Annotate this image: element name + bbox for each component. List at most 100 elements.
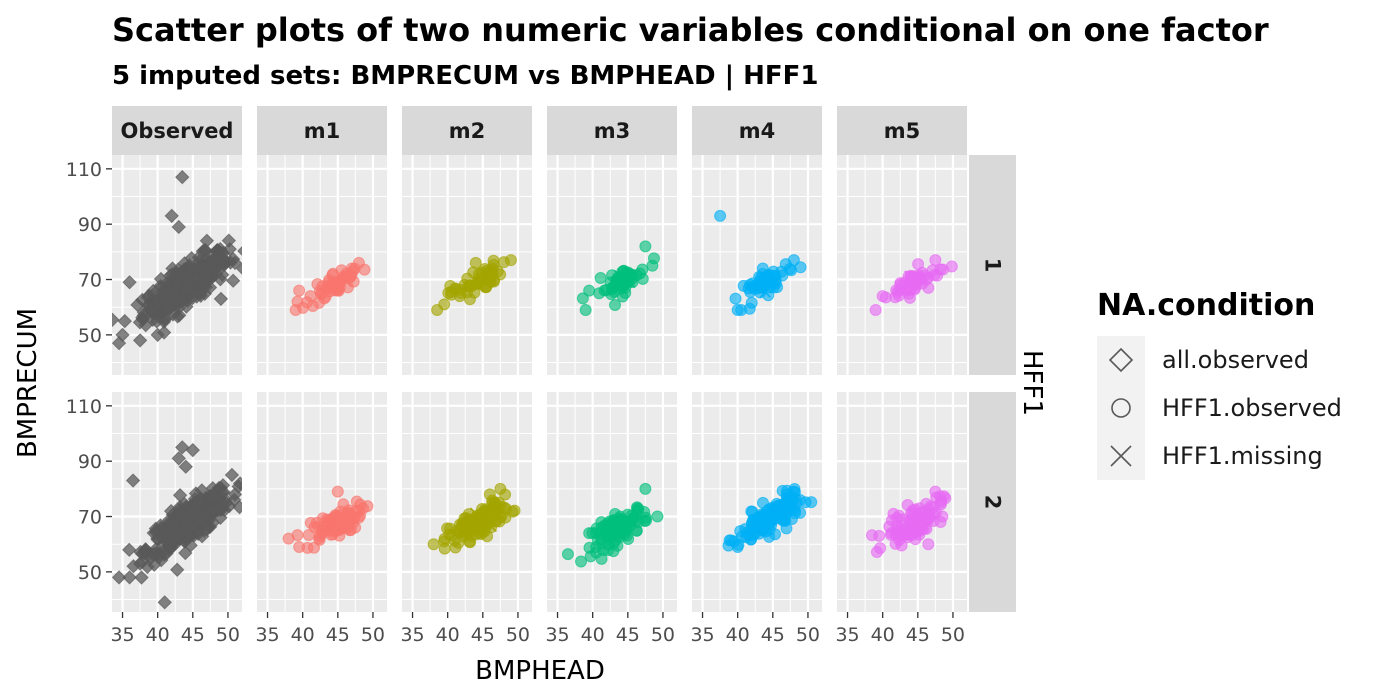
data-point	[714, 209, 727, 222]
data-point	[487, 254, 500, 267]
data-point	[438, 535, 451, 548]
data-point	[892, 289, 905, 302]
data-point	[227, 487, 242, 502]
data-point	[576, 292, 589, 305]
x-tick-label: 40	[871, 624, 895, 646]
y-tick-label: 70	[78, 270, 102, 292]
legend-title: NA.condition	[1097, 288, 1315, 323]
data-point	[331, 485, 344, 498]
data-point	[590, 540, 603, 553]
strip-background	[969, 392, 1016, 612]
x-tick-label: 50	[796, 624, 820, 646]
data-point	[175, 169, 190, 185]
axes: 50 70 90 110 50 70 90 110 35 40 45 50 35 40 45 50 35 40 45…	[66, 159, 965, 646]
data-point	[160, 301, 175, 317]
missing-point	[759, 286, 771, 298]
x-tick-label: 45	[616, 624, 640, 646]
facet-strip-m3: m3	[547, 106, 677, 155]
strip-label: m2	[449, 119, 486, 143]
data-point	[148, 525, 164, 540]
panel-observed-row-1	[112, 155, 242, 375]
data-point	[216, 251, 231, 266]
data-point	[187, 519, 202, 535]
data-point	[164, 208, 179, 224]
data-point	[934, 263, 947, 276]
strip-background	[969, 155, 1016, 375]
data-point	[579, 303, 592, 316]
data-point	[639, 240, 652, 253]
data-point	[504, 254, 517, 267]
facet-row-title: HFF1	[1017, 350, 1047, 416]
x-tick-label: 35	[835, 624, 859, 646]
missing-point	[754, 278, 767, 290]
data-point	[602, 544, 615, 557]
panel-m2-row-2	[402, 392, 532, 612]
panel-m5-row-1	[837, 155, 967, 375]
strip-label: 1	[981, 258, 1005, 273]
data-point	[183, 262, 199, 277]
data-point	[199, 233, 215, 248]
x-tick-label: 35	[400, 624, 424, 646]
data-point	[136, 308, 151, 323]
data-point	[224, 467, 240, 483]
data-point	[636, 272, 649, 285]
x-tick-label: 40	[436, 624, 460, 646]
data-point	[150, 327, 165, 343]
data-point	[122, 542, 137, 558]
data-point	[112, 312, 120, 328]
facet-panels: Observed m1 m2 m3 m4 m5 1 2	[112, 106, 1016, 612]
data-point	[475, 266, 488, 279]
data-point	[189, 502, 204, 517]
data-point	[304, 516, 317, 529]
data-point	[225, 273, 241, 288]
data-point	[178, 514, 194, 529]
strip-label: m3	[594, 119, 631, 143]
data-point	[604, 276, 617, 289]
data-points	[561, 482, 664, 568]
x-tick-label: 40	[291, 624, 315, 646]
data-point	[787, 254, 800, 267]
panel-m1-row-1	[257, 155, 387, 375]
data-point	[631, 501, 644, 514]
x-tick-label: 35	[690, 624, 714, 646]
data-point	[651, 510, 664, 523]
data-point	[575, 555, 588, 568]
y-axis-title: BMPRECUM	[13, 308, 43, 458]
data-point	[130, 297, 145, 313]
data-point	[163, 517, 178, 532]
data-point	[469, 256, 482, 269]
strip-label: m4	[739, 119, 776, 143]
data-point	[143, 550, 158, 566]
x-tick-label: 45	[761, 624, 785, 646]
data-point	[293, 284, 306, 297]
data-point	[869, 303, 882, 316]
y-tick-label: 110	[66, 159, 102, 181]
facet-strip-m1: m1	[257, 106, 387, 155]
strip-label: m5	[884, 119, 921, 143]
data-point	[282, 532, 295, 545]
data-point	[745, 533, 758, 546]
data-point	[729, 292, 742, 305]
data-point	[178, 459, 193, 474]
data-point	[615, 282, 628, 295]
data-point	[213, 272, 228, 287]
missing-point	[760, 515, 772, 527]
data-point	[181, 275, 196, 290]
facet-strip-row-2: 2	[969, 392, 1016, 612]
data-point	[112, 570, 127, 585]
panel-m3-row-2	[547, 392, 677, 612]
data-point	[479, 518, 492, 531]
data-point	[122, 275, 137, 290]
data-point	[206, 490, 221, 505]
x-tick-label: 45	[906, 624, 930, 646]
missing-point	[910, 515, 922, 527]
x-tick-label: 45	[326, 624, 350, 646]
data-point	[302, 528, 315, 541]
data-point	[465, 521, 478, 534]
data-point	[235, 262, 242, 275]
missing-point	[485, 520, 497, 532]
data-point	[170, 309, 185, 324]
data-point	[494, 482, 507, 495]
panel-background	[547, 392, 677, 612]
strip-background	[692, 106, 822, 155]
